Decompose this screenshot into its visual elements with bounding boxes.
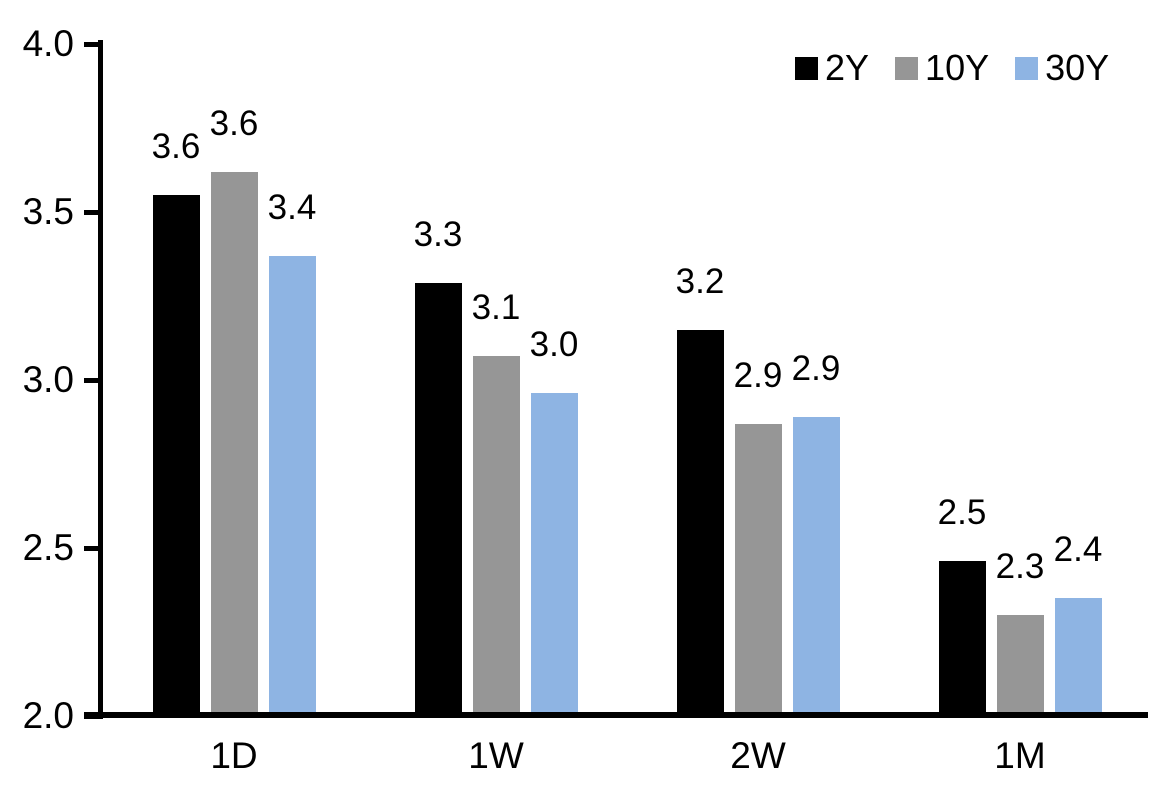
bar-value-label: 3.1 [471, 288, 521, 327]
bar-value-label: 2.9 [791, 349, 841, 388]
bar-30Y-1W [531, 393, 578, 716]
legend-item-30Y: 30Y [1015, 50, 1109, 86]
y-axis-tick [84, 546, 103, 551]
legend-swatch-icon [895, 56, 919, 80]
legend-label: 2Y [825, 47, 870, 88]
bar-2Y-1M [939, 561, 986, 716]
bar-value-label: 2.3 [995, 547, 1045, 586]
y-axis-tick-label: 4.0 [22, 23, 74, 64]
x-axis-category-label: 1M [994, 735, 1046, 776]
bar-value-label: 3.4 [267, 188, 317, 227]
x-axis-category-label: 2W [730, 735, 786, 776]
legend-label: 30Y [1045, 47, 1110, 88]
y-axis-tick-label: 2.0 [22, 695, 74, 736]
legend-item-10Y: 10Y [895, 50, 989, 86]
bar-value-label: 2.9 [733, 356, 783, 395]
legend-item-2Y: 2Y [795, 50, 869, 86]
bar-30Y-2W [793, 417, 840, 716]
y-axis-tick-label: 3.5 [22, 191, 74, 232]
bar-10Y-2W [735, 424, 782, 716]
bar-30Y-1M [1055, 598, 1102, 716]
legend-swatch-icon [795, 56, 818, 80]
bar-value-label: 3.6 [151, 127, 201, 166]
bar-value-label: 3.6 [209, 104, 259, 143]
y-axis-tick [84, 378, 103, 383]
bar-2Y-1W [415, 283, 462, 716]
x-axis-line [84, 712, 1148, 718]
bar-2Y-2W [677, 330, 724, 716]
bar-10Y-1W [473, 356, 520, 716]
bar-10Y-1D [211, 172, 258, 716]
bar-value-label: 2.5 [937, 493, 987, 532]
bar-value-label: 3.3 [413, 215, 463, 254]
y-axis-tick-label: 3.0 [22, 359, 74, 400]
x-axis-category-label: 1W [468, 735, 524, 776]
legend: 2Y 10Y 30Y [795, 50, 1109, 86]
bar-value-label: 2.4 [1053, 530, 1103, 569]
x-axis-category-label: 1D [210, 735, 258, 776]
legend-label: 10Y [925, 47, 990, 88]
y-axis-tick [84, 210, 103, 215]
y-axis-tick-label: 2.5 [22, 527, 74, 568]
bar-value-label: 3.0 [529, 325, 579, 364]
bar-30Y-1D [269, 256, 316, 716]
bar-2Y-1D [153, 195, 200, 716]
legend-swatch-icon [1015, 56, 1039, 80]
bar-10Y-1M [997, 615, 1044, 716]
bar-value-label: 3.2 [675, 262, 725, 301]
y-axis-tick [84, 42, 103, 47]
